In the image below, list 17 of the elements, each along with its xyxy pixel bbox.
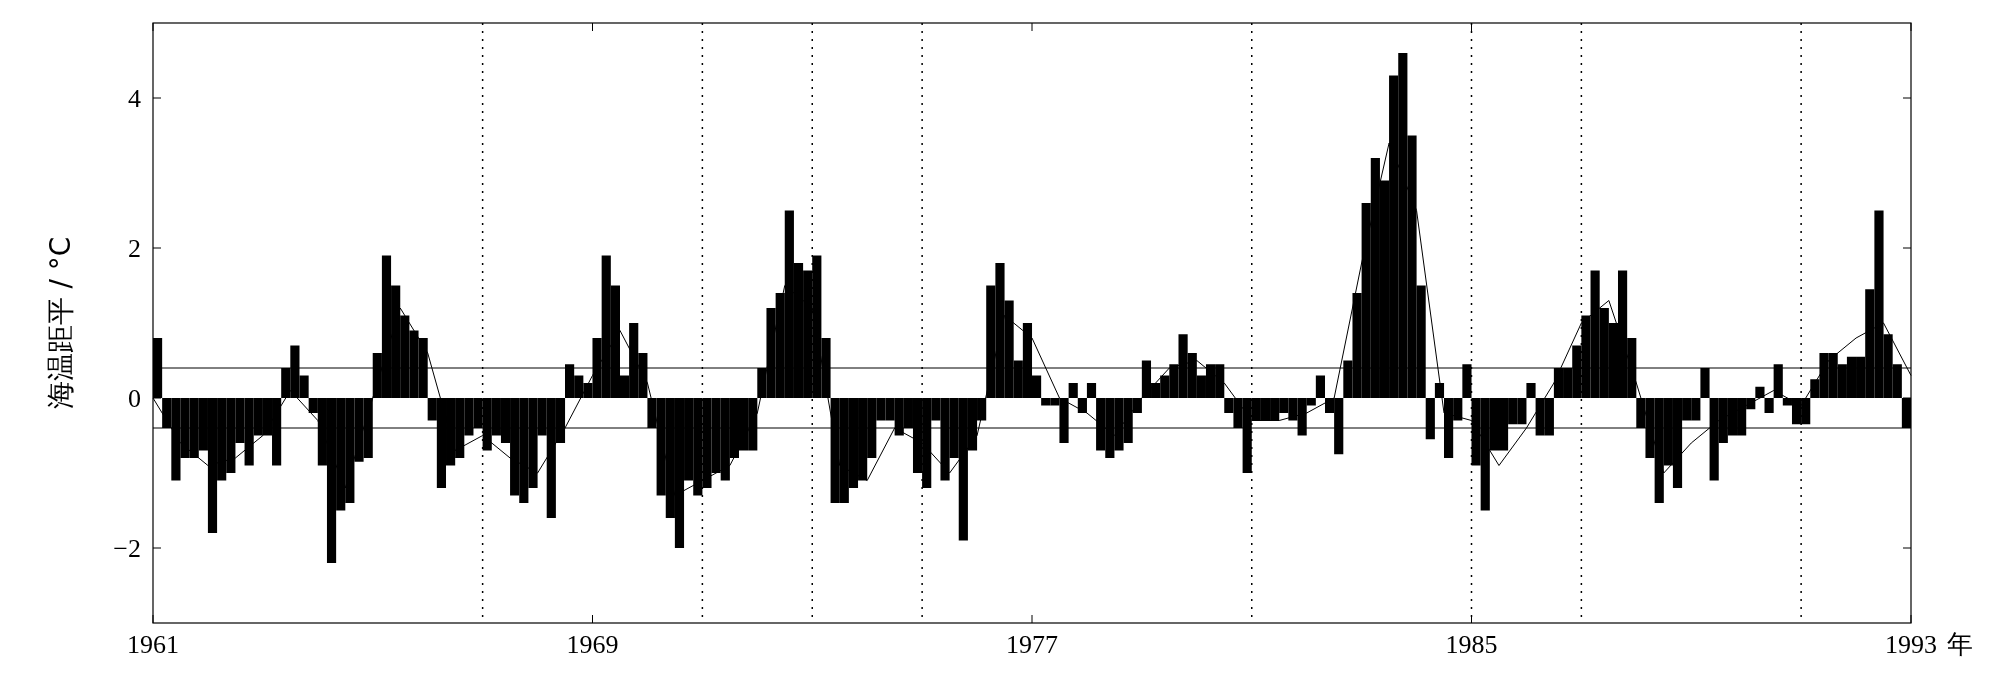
bar	[1068, 383, 1078, 398]
y-tick-label: −2	[113, 534, 141, 564]
bar	[1086, 383, 1097, 398]
x-tick-label: 1993	[1885, 630, 1937, 659]
y-axis-title: 海温距平 / °C	[44, 236, 77, 410]
x-tick-label: 1969	[566, 630, 619, 659]
x-tick-label: 1977	[1006, 630, 1058, 659]
x-tick-label: 1961	[127, 630, 179, 659]
y-tick-label: 2	[128, 234, 141, 264]
bar	[1755, 386, 1765, 398]
bar	[1315, 375, 1325, 398]
bar	[1764, 398, 1774, 413]
bar	[1526, 383, 1536, 398]
x-tick-label: 1985	[1445, 630, 1498, 659]
y-tick-label: 4	[128, 84, 141, 114]
x-axis-title: 年	[1947, 629, 1973, 659]
y-tick-label: 0	[128, 384, 141, 414]
